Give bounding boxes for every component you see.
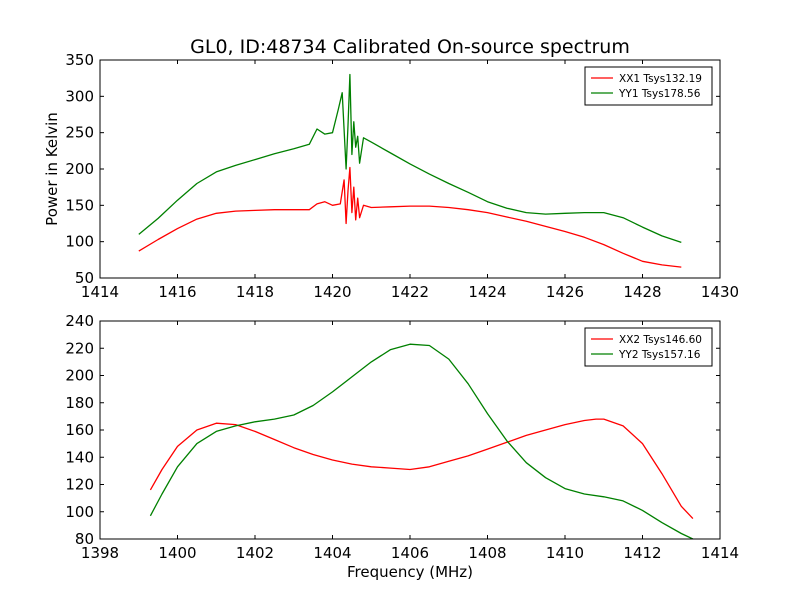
- x-tick-label: 1400: [158, 544, 196, 562]
- y-tick-label: 200: [65, 160, 94, 178]
- x-tick-label: 1414: [701, 544, 739, 562]
- bottom-xlabel: Frequency (MHz): [347, 563, 473, 581]
- legend-box: [584, 66, 713, 106]
- y-tick-label: 250: [65, 124, 94, 142]
- y-tick-label: 180: [65, 394, 94, 412]
- series-line-1: [149, 418, 694, 520]
- series-line-2: [149, 343, 694, 539]
- y-tick-label: 100: [65, 503, 94, 521]
- x-tick-label: 1414: [81, 283, 119, 301]
- top-plot: 1414 1416 1418 1420 1422 1424 1426 1428 1430 50 10…: [65, 51, 739, 301]
- x-tick-label: 1424: [468, 283, 506, 301]
- x-tick-label: 1428: [623, 283, 661, 301]
- chart-title: GL0, ID:48734 Calibrated On-source spect…: [190, 36, 630, 58]
- series-line-1: [138, 166, 682, 268]
- legend-label: YY2 Tsys157.16: [618, 349, 701, 361]
- series-line-2: [138, 73, 682, 244]
- x-tick-label: 1416: [158, 283, 196, 301]
- x-tick-label: 1398: [81, 544, 119, 562]
- y-tick-label: 120: [65, 476, 94, 494]
- legend-label: XX2 Tsys146.60: [619, 334, 702, 346]
- y-tick-label: 50: [75, 269, 94, 287]
- x-tick-label: 1412: [623, 544, 661, 562]
- y-tick-label: 80: [75, 530, 94, 548]
- legend-label: YY1 Tsys178.56: [618, 88, 701, 100]
- top-ylabel: Power in Kelvin: [43, 112, 61, 226]
- x-tick-label: 1404: [313, 544, 351, 562]
- x-tick-label: 1402: [236, 544, 274, 562]
- x-tick-label: 1410: [546, 544, 584, 562]
- legend-box: [584, 327, 713, 367]
- y-tick-label: 350: [65, 51, 94, 69]
- legend: XX1 Tsys132.19 YY1 Tsys178.56: [584, 66, 713, 106]
- x-tick-label: 1418: [236, 283, 274, 301]
- x-tick-label: 1430: [701, 283, 739, 301]
- y-tick-label: 150: [65, 196, 94, 214]
- legend: XX2 Tsys146.60 YY2 Tsys157.16: [584, 327, 713, 367]
- y-tick-label: 300: [65, 87, 94, 105]
- x-tick-label: 1406: [391, 544, 429, 562]
- y-tick-label: 240: [65, 312, 94, 330]
- y-tick-label: 140: [65, 448, 94, 466]
- y-tick-label: 100: [65, 233, 94, 251]
- x-tick-label: 1426: [546, 283, 584, 301]
- x-tick-label: 1420: [313, 283, 351, 301]
- x-tick-label: 1408: [468, 544, 506, 562]
- y-tick-label: 220: [65, 339, 94, 357]
- bottom-plot: 1398 1400 1402 1404 1406 1408 1410 1412 1414 80 10…: [65, 312, 739, 562]
- x-tick-label: 1422: [391, 283, 429, 301]
- y-tick-label: 160: [65, 421, 94, 439]
- y-tick-label: 200: [65, 367, 94, 385]
- legend-label: XX1 Tsys132.19: [619, 73, 702, 85]
